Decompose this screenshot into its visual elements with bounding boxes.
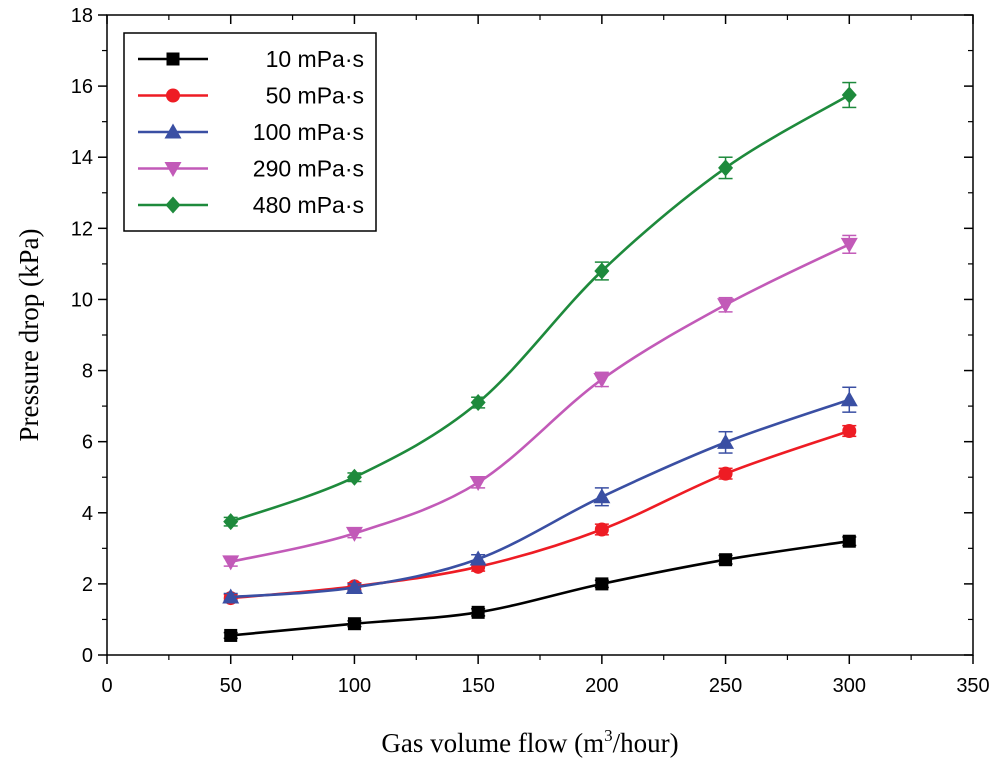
- x-tick-label: 200: [585, 675, 618, 697]
- data-point: [842, 424, 857, 438]
- series-line: [230, 429, 850, 600]
- legend-label: 290 mPa·s: [253, 156, 364, 182]
- legend-label: 10 mPa·s: [266, 46, 364, 72]
- data-point: [345, 578, 363, 594]
- y-axis-title: Pressure drop (kPa): [14, 229, 44, 442]
- y-tick-label: 12: [71, 218, 93, 240]
- axes: 0 50 100 150 200 250 300 350 0 2 4 6 8 10 12 14 16 18 Gas …: [14, 5, 990, 758]
- series-line: [230, 93, 850, 523]
- data-point: [718, 466, 733, 481]
- data-point: [224, 628, 238, 642]
- data-point: [593, 488, 611, 504]
- x-tick-label: 100: [338, 675, 371, 697]
- data-point: [842, 534, 856, 548]
- legend-label: 100 mPa·s: [253, 119, 364, 145]
- series-3: [222, 234, 858, 571]
- data-point: [719, 553, 733, 567]
- legend: 10 mPa·s 50 mPa·s 100 mPa·s 290 mPa·s 480 mP…: [123, 32, 377, 232]
- y-tick-label: 18: [71, 5, 93, 27]
- legend-marker: [166, 52, 180, 66]
- series-group: [222, 81, 858, 642]
- series-1: [223, 424, 857, 606]
- y-tick-label: 2: [82, 574, 93, 596]
- data-point: [595, 577, 609, 591]
- y-tick-label: 4: [82, 503, 93, 525]
- data-point: [594, 522, 609, 537]
- y-tick-label: 14: [71, 147, 93, 169]
- y-tick-label: 16: [71, 76, 93, 98]
- data-point: [840, 391, 858, 407]
- data-point: [717, 298, 735, 314]
- series-line: [230, 243, 850, 564]
- data-point: [471, 605, 485, 619]
- data-point: [470, 394, 486, 412]
- x-tick-label: 0: [101, 675, 112, 697]
- x-axis-title: Gas volume flow (m3/hour): [381, 726, 678, 758]
- y-tick-label: 6: [82, 432, 93, 454]
- series-0: [223, 534, 857, 642]
- y-tick-label: 0: [82, 645, 93, 667]
- data-point: [469, 476, 487, 492]
- series-4: [223, 81, 857, 531]
- data-point: [840, 237, 858, 253]
- data-point: [593, 372, 611, 388]
- y-tick-label: 10: [71, 289, 93, 311]
- data-point: [346, 468, 362, 486]
- data-point: [347, 617, 361, 631]
- data-point: [222, 555, 240, 571]
- legend-marker: [165, 196, 181, 214]
- series-line: [230, 539, 850, 637]
- data-point: [469, 550, 487, 566]
- data-point: [345, 526, 363, 542]
- data-point: [223, 513, 239, 531]
- y-tick-label: 8: [82, 361, 93, 383]
- x-tick-label: 250: [709, 675, 742, 697]
- data-point: [841, 86, 857, 104]
- data-point: [222, 588, 240, 604]
- data-point: [717, 433, 735, 449]
- x-tick-label: 150: [461, 675, 494, 697]
- x-tick-label: 300: [833, 675, 866, 697]
- legend-label: 50 mPa·s: [266, 83, 364, 109]
- series-2: [222, 386, 858, 604]
- series-line: [230, 398, 850, 599]
- x-tick-label: 350: [956, 675, 989, 697]
- legend-label: 480 mPa·s: [253, 192, 364, 218]
- data-point: [718, 159, 734, 177]
- legend-marker: [166, 88, 180, 103]
- legend-marker: [164, 123, 182, 139]
- data-point: [594, 262, 610, 280]
- legend-marker: [164, 162, 182, 177]
- x-tick-label: 50: [220, 675, 242, 697]
